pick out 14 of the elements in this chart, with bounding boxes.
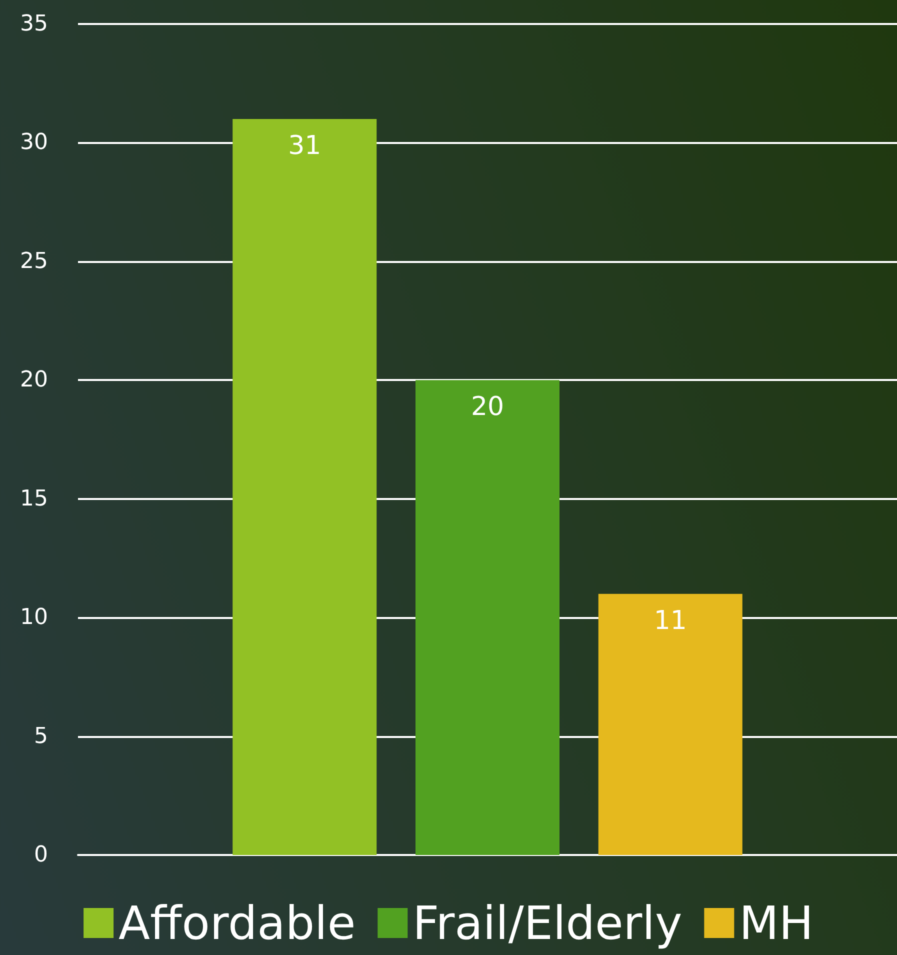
y-tick-label: 35 <box>20 12 48 36</box>
data-label: 20 <box>470 392 504 422</box>
y-tick-label: 10 <box>20 605 48 630</box>
legend-label: Frail/Elderly <box>412 896 682 950</box>
data-label: 31 <box>288 130 322 161</box>
y-tick-label: 30 <box>20 130 48 156</box>
y-tick-label: 25 <box>20 248 48 274</box>
legend-label: MH <box>739 896 814 950</box>
legend-label: Affordable <box>118 896 356 950</box>
data-label: 11 <box>654 606 687 636</box>
y-tick-label: 20 <box>20 368 48 393</box>
y-tick-label: 15 <box>20 486 48 512</box>
y-tick-label: 5 <box>34 724 48 749</box>
y-tick-label: 0 <box>34 842 48 868</box>
